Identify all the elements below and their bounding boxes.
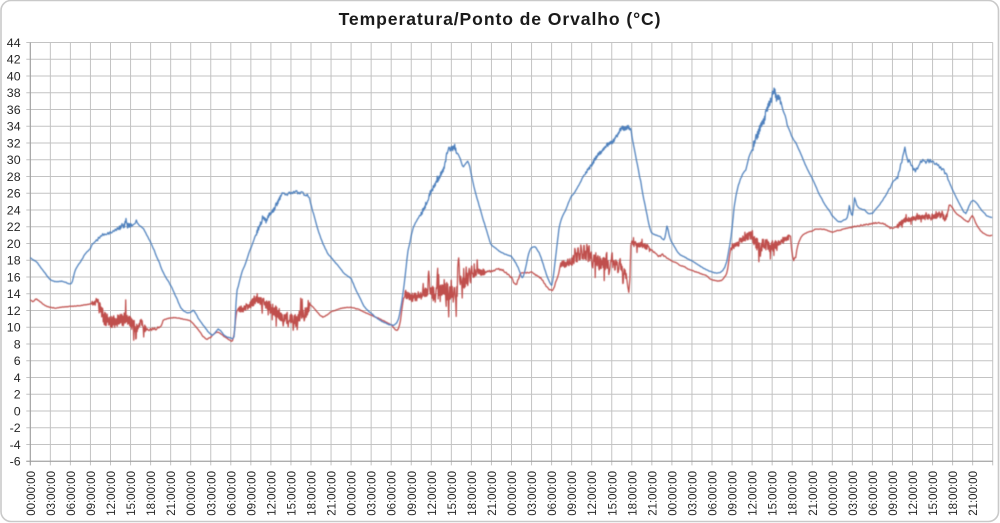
svg-text:28: 28 xyxy=(7,170,21,184)
svg-text:09:00:00: 09:00:00 xyxy=(407,471,419,516)
svg-text:21:00:00: 21:00:00 xyxy=(327,471,339,516)
svg-text:18:00:00: 18:00:00 xyxy=(948,471,960,516)
svg-text:-2: -2 xyxy=(10,421,21,435)
svg-text:-4: -4 xyxy=(10,438,21,452)
svg-text:00:00:00: 00:00:00 xyxy=(667,471,679,516)
svg-text:09:00:00: 09:00:00 xyxy=(728,471,740,516)
svg-text:06:00:00: 06:00:00 xyxy=(708,471,720,516)
svg-text:03:00:00: 03:00:00 xyxy=(527,471,539,516)
svg-text:12: 12 xyxy=(7,304,21,318)
svg-text:09:00:00: 09:00:00 xyxy=(246,471,258,516)
svg-text:09:00:00: 09:00:00 xyxy=(86,471,98,516)
svg-text:15:00:00: 15:00:00 xyxy=(607,471,619,516)
svg-text:15:00:00: 15:00:00 xyxy=(286,471,298,516)
svg-text:00:00:00: 00:00:00 xyxy=(507,471,519,516)
svg-text:06:00:00: 06:00:00 xyxy=(547,471,559,516)
svg-text:0: 0 xyxy=(14,404,21,418)
svg-text:26: 26 xyxy=(7,187,21,201)
svg-text:22: 22 xyxy=(7,220,21,234)
svg-text:15:00:00: 15:00:00 xyxy=(126,471,138,516)
svg-text:18: 18 xyxy=(7,254,21,268)
svg-text:06:00:00: 06:00:00 xyxy=(226,471,238,516)
svg-text:40: 40 xyxy=(7,69,21,83)
svg-text:12:00:00: 12:00:00 xyxy=(587,471,599,516)
svg-text:06:00:00: 06:00:00 xyxy=(868,471,880,516)
svg-text:18:00:00: 18:00:00 xyxy=(146,471,158,516)
svg-text:15:00:00: 15:00:00 xyxy=(447,471,459,516)
svg-text:00:00:00: 00:00:00 xyxy=(347,471,359,516)
svg-text:44: 44 xyxy=(7,36,21,50)
svg-text:18:00:00: 18:00:00 xyxy=(627,471,639,516)
svg-text:03:00:00: 03:00:00 xyxy=(367,471,379,516)
svg-text:00:00:00: 00:00:00 xyxy=(828,471,840,516)
svg-text:15:00:00: 15:00:00 xyxy=(928,471,940,516)
svg-text:12:00:00: 12:00:00 xyxy=(266,471,278,516)
svg-text:09:00:00: 09:00:00 xyxy=(567,471,579,516)
svg-text:18:00:00: 18:00:00 xyxy=(788,471,800,516)
svg-text:06:00:00: 06:00:00 xyxy=(66,471,78,516)
svg-text:20: 20 xyxy=(7,237,21,251)
svg-text:36: 36 xyxy=(7,103,21,117)
svg-text:8: 8 xyxy=(14,337,21,351)
svg-text:00:00:00: 00:00:00 xyxy=(26,471,38,516)
svg-text:2: 2 xyxy=(14,388,21,402)
svg-text:21:00:00: 21:00:00 xyxy=(166,471,178,516)
svg-text:32: 32 xyxy=(7,136,21,150)
svg-text:12:00:00: 12:00:00 xyxy=(427,471,439,516)
svg-text:21:00:00: 21:00:00 xyxy=(968,471,980,516)
svg-text:15:00:00: 15:00:00 xyxy=(768,471,780,516)
svg-text:42: 42 xyxy=(7,53,21,67)
svg-text:30: 30 xyxy=(7,153,21,167)
svg-text:09:00:00: 09:00:00 xyxy=(888,471,900,516)
svg-text:16: 16 xyxy=(7,270,21,284)
svg-text:18:00:00: 18:00:00 xyxy=(307,471,319,516)
svg-text:14: 14 xyxy=(7,287,21,301)
svg-text:18:00:00: 18:00:00 xyxy=(467,471,479,516)
svg-text:34: 34 xyxy=(7,120,21,134)
svg-text:4: 4 xyxy=(14,371,21,385)
svg-text:12:00:00: 12:00:00 xyxy=(106,471,118,516)
svg-text:00:00:00: 00:00:00 xyxy=(186,471,198,516)
svg-text:Temperatura/Ponto de Orvalho (: Temperatura/Ponto de Orvalho (°C) xyxy=(339,9,662,29)
svg-text:10: 10 xyxy=(7,321,21,335)
svg-text:06:00:00: 06:00:00 xyxy=(387,471,399,516)
svg-text:03:00:00: 03:00:00 xyxy=(848,471,860,516)
svg-text:12:00:00: 12:00:00 xyxy=(908,471,920,516)
svg-text:21:00:00: 21:00:00 xyxy=(808,471,820,516)
svg-text:-6: -6 xyxy=(10,455,21,469)
svg-text:12:00:00: 12:00:00 xyxy=(748,471,760,516)
svg-text:6: 6 xyxy=(14,354,21,368)
svg-text:21:00:00: 21:00:00 xyxy=(487,471,499,516)
svg-text:24: 24 xyxy=(7,203,21,217)
svg-text:21:00:00: 21:00:00 xyxy=(647,471,659,516)
svg-text:38: 38 xyxy=(7,86,21,100)
svg-text:03:00:00: 03:00:00 xyxy=(46,471,58,516)
svg-text:03:00:00: 03:00:00 xyxy=(206,471,218,516)
svg-text:03:00:00: 03:00:00 xyxy=(687,471,699,516)
